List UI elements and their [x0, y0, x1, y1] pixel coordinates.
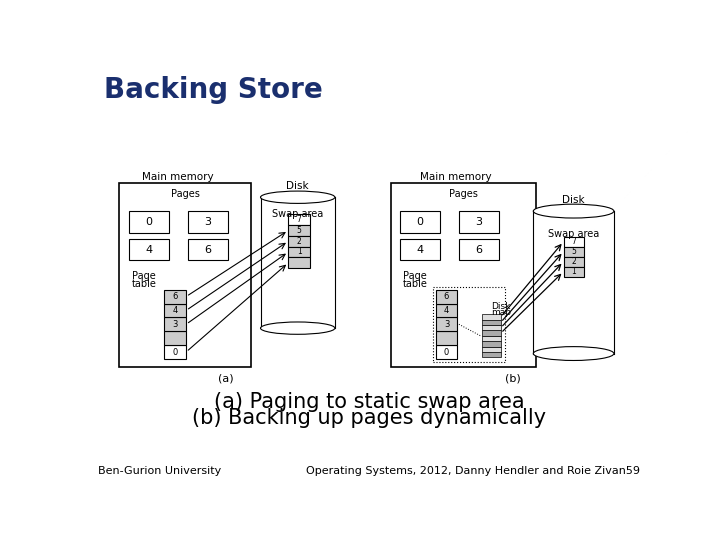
- Ellipse shape: [534, 347, 614, 361]
- Text: (a): (a): [218, 374, 233, 384]
- Bar: [482, 320, 500, 325]
- Bar: [289, 225, 310, 236]
- Bar: [436, 289, 457, 303]
- Text: (b): (b): [505, 374, 521, 384]
- Text: 1: 1: [297, 247, 302, 256]
- Text: 4: 4: [173, 306, 178, 315]
- Text: Page: Page: [403, 271, 427, 281]
- Text: 6: 6: [204, 245, 211, 254]
- Text: (b) Backing up pages dynamically: (b) Backing up pages dynamically: [192, 408, 546, 428]
- Text: 4: 4: [417, 245, 423, 254]
- Text: 1: 1: [571, 267, 576, 276]
- Text: 0: 0: [417, 217, 423, 227]
- Text: 3: 3: [475, 217, 482, 227]
- Bar: [459, 211, 499, 233]
- Bar: [400, 239, 441, 260]
- Bar: [482, 314, 500, 320]
- Text: 0: 0: [145, 217, 153, 227]
- Bar: [482, 330, 500, 336]
- Bar: [436, 331, 457, 345]
- Ellipse shape: [261, 322, 335, 334]
- Text: 0: 0: [173, 348, 178, 356]
- Bar: [482, 325, 500, 330]
- Text: 6: 6: [475, 245, 482, 254]
- Text: table: table: [403, 279, 428, 289]
- Text: 3: 3: [173, 320, 178, 329]
- Text: Ben-Gurion University: Ben-Gurion University: [98, 466, 221, 476]
- Bar: [564, 237, 584, 247]
- Text: Page: Page: [132, 271, 156, 281]
- Bar: [289, 247, 310, 257]
- Bar: [436, 318, 457, 331]
- Text: 2: 2: [297, 237, 302, 246]
- Text: 0: 0: [444, 348, 449, 356]
- Text: 2: 2: [571, 257, 576, 266]
- Bar: [129, 239, 169, 260]
- Text: Main memory: Main memory: [420, 172, 492, 182]
- Text: 4: 4: [145, 245, 153, 254]
- Text: Swap area: Swap area: [272, 209, 323, 219]
- Bar: [289, 236, 310, 247]
- Text: 3: 3: [444, 320, 449, 329]
- Text: Disk: Disk: [562, 195, 585, 205]
- Text: 4: 4: [444, 306, 449, 315]
- Text: map: map: [491, 308, 510, 317]
- Text: Swap area: Swap area: [548, 229, 599, 239]
- Text: 6: 6: [444, 292, 449, 301]
- Text: (a) Paging to static swap area: (a) Paging to static swap area: [214, 392, 524, 412]
- Bar: [482, 352, 500, 357]
- Text: Operating Systems, 2012, Danny Hendler and Roie Zivan59: Operating Systems, 2012, Danny Hendler a…: [306, 466, 640, 476]
- Bar: [436, 345, 457, 359]
- Text: 7: 7: [297, 215, 302, 224]
- Text: Disk: Disk: [491, 302, 510, 311]
- Bar: [164, 345, 186, 359]
- Text: table: table: [132, 279, 157, 289]
- Text: Pages: Pages: [171, 189, 199, 199]
- Text: 3: 3: [204, 217, 211, 227]
- Bar: [120, 184, 251, 367]
- Text: 6: 6: [173, 292, 178, 301]
- Bar: [188, 239, 228, 260]
- Text: Backing Store: Backing Store: [104, 76, 323, 104]
- Bar: [564, 267, 584, 276]
- Bar: [164, 318, 186, 331]
- Bar: [482, 347, 500, 352]
- Bar: [459, 239, 499, 260]
- Bar: [289, 214, 310, 225]
- Bar: [534, 211, 614, 354]
- Bar: [433, 287, 505, 362]
- Bar: [164, 303, 186, 318]
- Ellipse shape: [261, 191, 335, 204]
- Bar: [188, 211, 228, 233]
- Bar: [289, 257, 310, 268]
- Text: 5: 5: [571, 247, 576, 256]
- Bar: [564, 247, 584, 256]
- Bar: [400, 211, 441, 233]
- Bar: [129, 211, 169, 233]
- Ellipse shape: [534, 204, 614, 218]
- Bar: [391, 184, 536, 367]
- Bar: [436, 303, 457, 318]
- Text: Pages: Pages: [449, 189, 478, 199]
- Bar: [164, 331, 186, 345]
- Bar: [482, 336, 500, 341]
- Bar: [164, 289, 186, 303]
- Text: Disk: Disk: [287, 181, 309, 192]
- Text: 7: 7: [571, 237, 576, 246]
- Text: 5: 5: [297, 226, 302, 235]
- Bar: [564, 256, 584, 267]
- Text: Main memory: Main memory: [142, 172, 213, 182]
- Bar: [482, 341, 500, 347]
- Bar: [261, 197, 335, 328]
